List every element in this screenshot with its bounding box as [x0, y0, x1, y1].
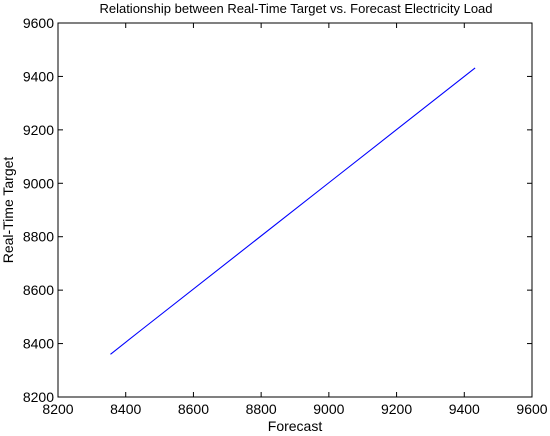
y-tick-label: 8800 — [23, 229, 54, 245]
y-tick-label: 9000 — [23, 175, 54, 191]
x-tick-label: 9600 — [516, 401, 547, 417]
series-line — [110, 67, 476, 355]
x-tick-label: 9400 — [449, 401, 480, 417]
x-tick-label: 9000 — [313, 401, 344, 417]
x-tick-label: 8200 — [42, 401, 73, 417]
y-tick-label: 8600 — [23, 282, 54, 298]
x-tick-label: 9200 — [381, 401, 412, 417]
y-tick-label: 9400 — [23, 68, 54, 84]
y-tick-label: 8400 — [23, 336, 54, 352]
y-tick-label: 8200 — [23, 389, 54, 405]
y-axis-label: Real-Time Target — [0, 157, 16, 264]
x-tick-label: 8800 — [246, 401, 277, 417]
x-axis-label: Forecast — [268, 418, 323, 434]
chart-title: Relationship between Real-Time Target vs… — [99, 1, 492, 16]
x-tick-label: 8600 — [178, 401, 209, 417]
x-axis-ticks: 8200 8400 8600 8800 9000 9200 9400 9600 — [42, 23, 548, 417]
y-tick-label: 9200 — [23, 122, 54, 138]
y-axis-ticks: 8200 8400 8600 8800 9000 9200 9400 9600 — [23, 15, 532, 405]
y-tick-label: 9600 — [23, 15, 54, 31]
series-layer — [110, 67, 476, 355]
x-tick-label: 8400 — [110, 401, 141, 417]
